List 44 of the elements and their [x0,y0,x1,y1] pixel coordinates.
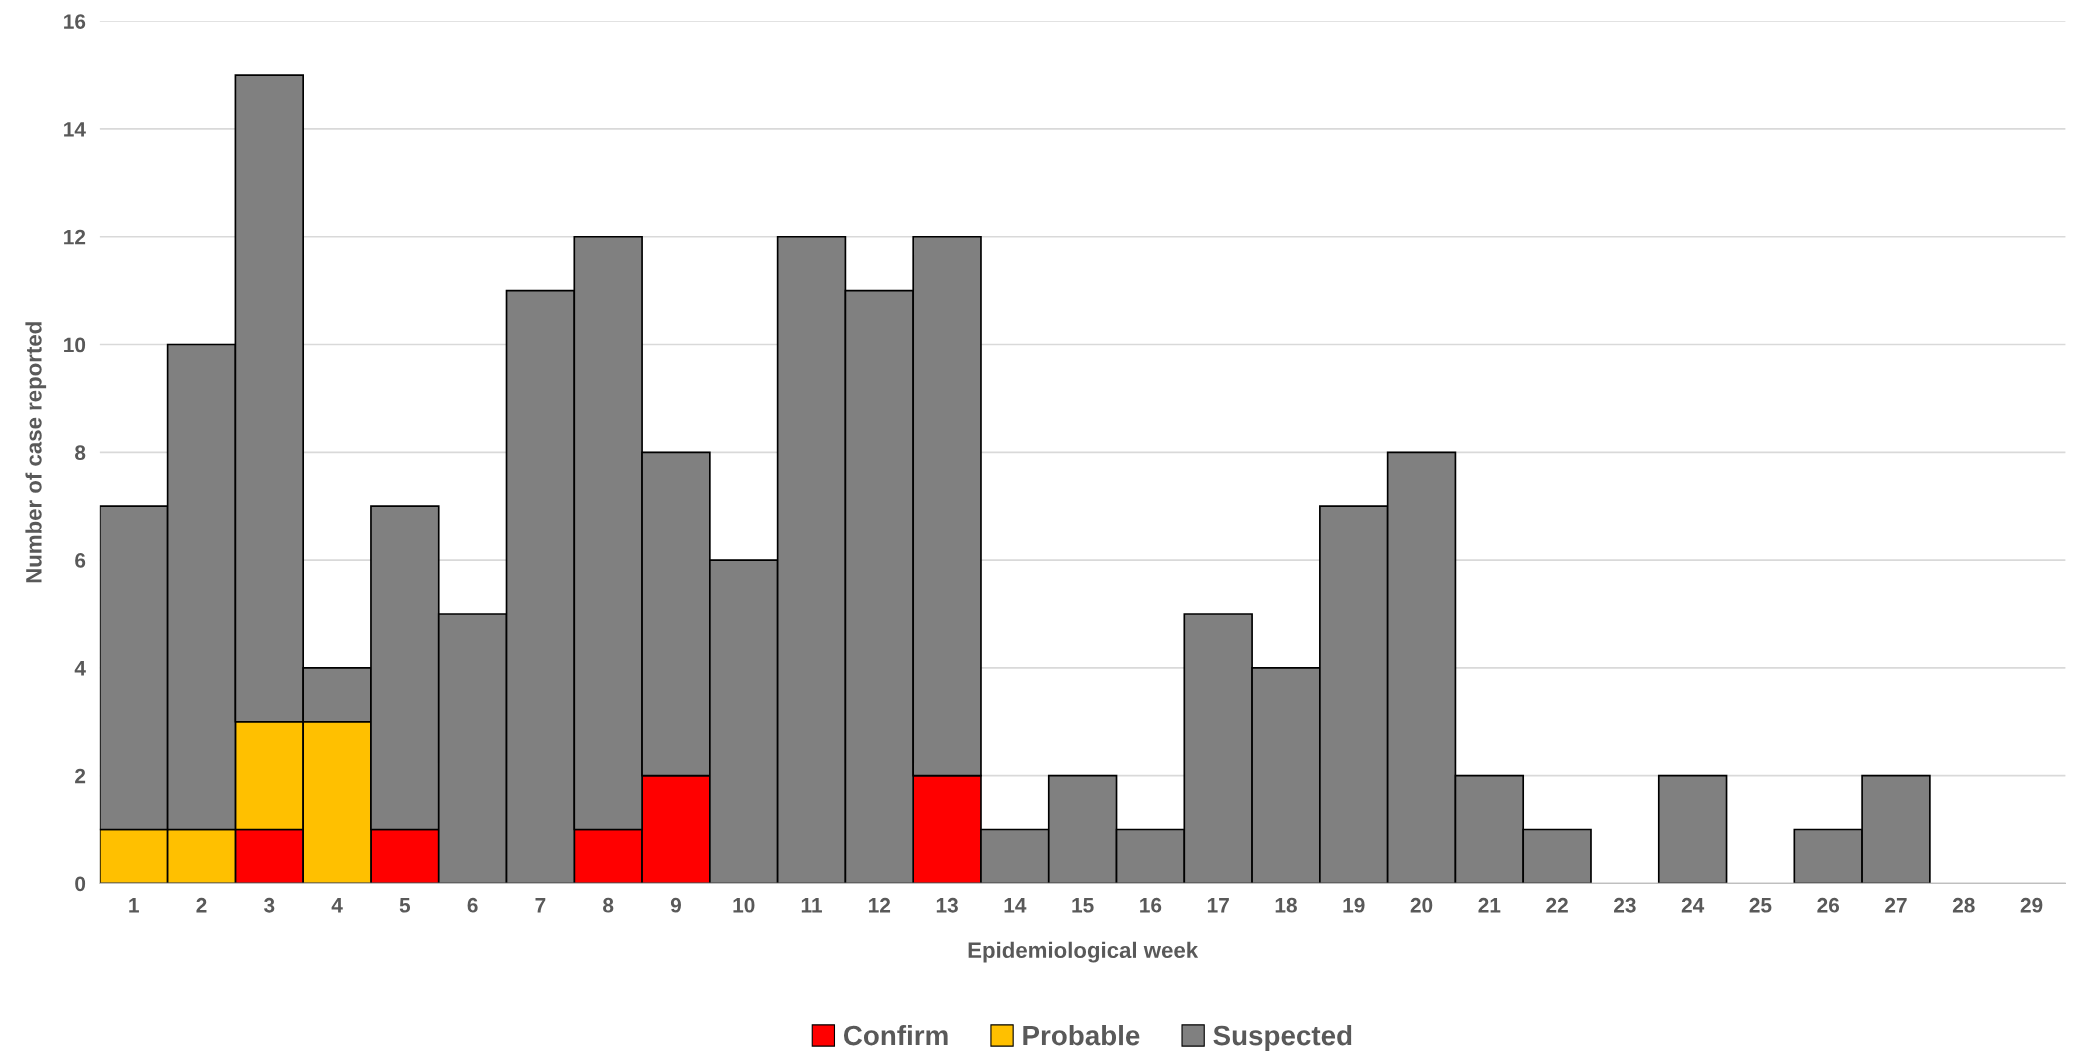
x-tick-label: 20 [1410,897,1433,913]
x-tick-label: 15 [1072,898,1094,913]
x-tick-label: 6 [467,897,478,913]
x-tick-label: 16 [1140,897,1162,913]
x-tick-label: 9 [670,897,681,913]
y-tick-label: 8 [75,445,86,461]
x-tick-label: 28 [1952,897,1975,913]
y-tick-label: 6 [75,553,86,568]
x-tick-label: 24 [1681,897,1705,913]
y-tick-label: 2 [75,768,86,784]
x-tick-label: 14 [1004,898,1027,913]
x-axis-title: Epidemiological week [968,941,1199,963]
y-tick-label: 0 [75,876,86,892]
x-tick-label: 1 [129,898,139,913]
legend-label: Suspected [1213,1024,1352,1051]
x-tick-label: 22 [1546,897,1568,913]
x-tick-label: 23 [1614,897,1636,913]
x-tick-label: 21 [1478,897,1501,913]
y-tick-label: 16 [64,14,86,29]
x-tick-label: 26 [1817,897,1840,913]
x-tick-label: 7 [535,898,546,913]
x-tick-label: 18 [1275,897,1297,913]
x-tick-label: 27 [1885,897,1907,913]
x-tick-label: 13 [936,897,958,913]
x-tick-label: 10 [733,897,755,913]
x-tick-label: 11 [801,898,822,913]
x-tick-label: 17 [1207,898,1229,913]
y-axis-title: Number of case reported [25,322,47,583]
x-tick-label: 25 [1749,897,1772,913]
y-tick-label: 14 [64,122,86,137]
x-tick-label: 29 [2020,897,2043,913]
x-tick-label: 8 [603,897,614,913]
x-tick-label: 2 [196,897,207,913]
x-tick-label: 12 [869,897,891,913]
bar [1657,774,1728,884]
x-tick-label: 5 [399,898,411,913]
legend-label: Probable [1023,1024,1140,1046]
x-tick-label: 19 [1343,897,1365,913]
legend-label: Confirm [843,1024,948,1046]
x-tick-label: 4 [331,898,343,913]
y-tick-label: 10 [64,337,86,353]
y-tick-label: 12 [64,229,86,245]
y-tick-label: 4 [74,661,86,676]
x-tick-label: 3 [263,897,275,913]
